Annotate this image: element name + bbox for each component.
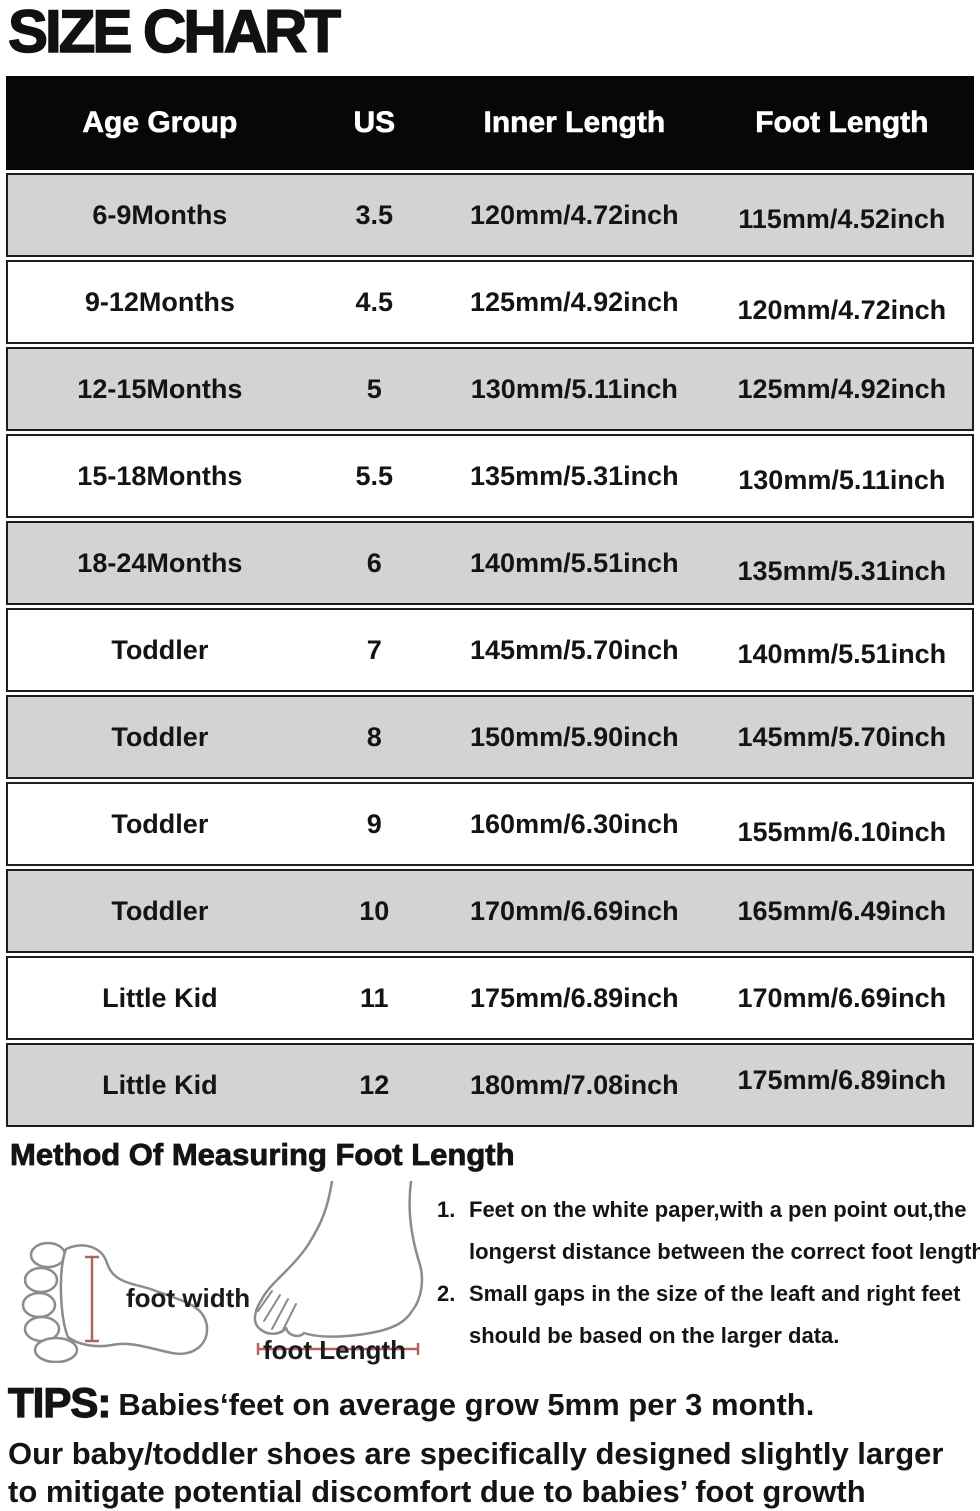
instruction-line: Feet on the white paper,with a pen point… (469, 1197, 967, 1222)
inner-length-cell: 130mm/5.11inch (470, 373, 678, 404)
age-group-cell: Little Kid (102, 1069, 218, 1100)
foot-length-cell: 165mm/6.49inch (737, 895, 947, 926)
table-row: Toddler 10 170mm/6.69inch 165mm/6.49inch (6, 869, 974, 953)
tips-text-3: to mitigate potential discomfort due to … (8, 1474, 866, 1509)
measuring-method-section: foot width foot Length 1. Feet on the whi… (0, 1175, 980, 1375)
inner-length-cell: 170mm/6.69inch (470, 895, 679, 926)
foot-length-cell: 175mm/6.89inch (737, 1064, 947, 1095)
size-chart-table: Age Group US Inner Length Foot Length 6-… (6, 76, 974, 1127)
inner-length-cell: 145mm/5.70inch (470, 634, 679, 665)
page-title: SIZE CHART (7, 0, 342, 65)
us-size-cell: 3.5 (355, 199, 394, 230)
instruction-number: 2. (437, 1281, 456, 1306)
table-row: Toddler 9 160mm/6.30inch 155mm/6.10inch (6, 782, 974, 866)
us-size-cell: 10 (359, 895, 390, 926)
instruction-line: longerst distance between the correct fo… (469, 1239, 980, 1264)
foot-length-cell: 115mm/4.52inch (738, 203, 946, 234)
us-size-cell: 5.5 (355, 460, 394, 491)
instruction-line: should be based on the larger data. (469, 1323, 840, 1348)
age-group-cell: Little Kid (102, 982, 218, 1013)
table-row: 15-18Months 5.5 135mm/5.31inch 130mm/5.11in… (6, 434, 974, 518)
age-group-cell: 18-24Months (77, 547, 243, 578)
age-group-cell: 9-12Months (84, 286, 235, 317)
foot-length-cell: 120mm/4.72inch (737, 294, 947, 325)
toe-hatching-icon (257, 1290, 297, 1333)
inner-length-cell: 160mm/6.30inch (470, 808, 679, 839)
header-inner-length: Inner Length (483, 106, 666, 140)
foot-width-arrow (85, 1255, 99, 1343)
foot-width-label: foot width (126, 1283, 251, 1313)
us-size-cell: 11 (360, 982, 389, 1013)
inner-length-cell: 180mm/7.08inch (470, 1069, 679, 1100)
tips-label: TIPS: (7, 1378, 112, 1426)
us-size-cell: 9 (366, 808, 382, 839)
us-size-cell: 4.5 (355, 286, 394, 317)
age-group-cell: Toddler (111, 721, 209, 752)
tips-text-2: Our baby/toddler shoes are specifically … (8, 1436, 944, 1471)
tips-text-1: Babies‘feet on average grow 5mm per 3 mo… (118, 1387, 815, 1422)
tips-section: TIPS: Babies‘feet on average grow 5mm per… (7, 1378, 972, 1511)
us-size-cell: 6 (366, 547, 382, 578)
table-row: Toddler 7 145mm/5.70inch 140mm/5.51inch (6, 608, 974, 692)
table-row: Little Kid 11 175mm/6.89inch 170mm/6.69inch (6, 956, 974, 1040)
foot-side-view-illustration (253, 1181, 424, 1355)
foot-length-cell: 155mm/6.10inch (737, 816, 947, 847)
table-row: 18-24Months 6 140mm/5.51inch 135mm/5.31inch (6, 521, 974, 605)
foot-length-cell: 170mm/6.69inch (737, 982, 947, 1013)
foot-length-label: foot Length (263, 1335, 406, 1365)
foot-length-cell: 125mm/4.92inch (737, 373, 947, 404)
age-group-cell: 15-18Months (77, 460, 243, 491)
instruction-item: 1. Feet on the white paper,with a pen poi… (437, 1189, 980, 1273)
table-row: Toddler 8 150mm/5.90inch 145mm/5.70inch (6, 695, 974, 779)
header-age-group: Age Group (82, 106, 238, 140)
foot-length-cell: 140mm/5.51inch (737, 638, 947, 669)
method-heading: Method Of Measuring Foot Length (10, 1137, 515, 1173)
table-row: 9-12Months 4.5 125mm/4.92inch 120mm/4.72inc… (6, 260, 974, 344)
table-row: 12-15Months 5 130mm/5.11inch 125mm/4.92inch (6, 347, 974, 431)
inner-length-cell: 120mm/4.72inch (470, 199, 679, 230)
foot-top-view-illustration (21, 1241, 209, 1363)
instruction-item: 2. Small gaps in the size of the leaft an… (437, 1273, 973, 1357)
foot-length-arrow (256, 1343, 420, 1355)
table-header-row: Age Group US Inner Length Foot Length (6, 76, 974, 170)
inner-length-cell: 125mm/4.92inch (470, 286, 679, 317)
header-us: US (353, 106, 396, 140)
age-group-cell: Toddler (111, 895, 209, 926)
inner-length-cell: 135mm/5.31inch (470, 460, 679, 491)
age-group-cell: 6-9Months (92, 199, 228, 230)
inner-length-cell: 150mm/5.90inch (470, 721, 679, 752)
us-size-cell: 12 (359, 1069, 390, 1100)
foot-sole-outline-icon (59, 1244, 209, 1356)
instruction-line: Small gaps in the size of the leaft and … (469, 1281, 961, 1306)
tips-line: TIPS: Babies‘feet on average grow 5mm per… (7, 1378, 972, 1435)
age-group-cell: Toddler (111, 808, 209, 839)
foot-length-cell: 145mm/5.70inch (737, 721, 947, 752)
toes-icon (21, 1241, 79, 1363)
age-group-cell: 12-15Months (77, 373, 243, 404)
foot-side-outline-icon (253, 1181, 424, 1338)
foot-length-cell: 135mm/5.31inch (737, 555, 947, 586)
us-size-cell: 8 (366, 721, 382, 752)
foot-length-cell: 130mm/5.11inch (738, 464, 946, 495)
measuring-instructions: 1. Feet on the white paper,with a pen poi… (437, 1189, 980, 1357)
us-size-cell: 5 (366, 373, 382, 404)
instruction-number: 1. (437, 1197, 456, 1222)
size-table-body: 6-9Months 3.5 120mm/4.72inch 115mm/4.52inch… (6, 173, 974, 1127)
table-row: Little Kid 12 180mm/7.08inch 175mm/6.89inch (6, 1043, 974, 1127)
header-foot-length: Foot Length (755, 106, 929, 140)
age-group-cell: Toddler (111, 634, 209, 665)
inner-length-cell: 175mm/6.89inch (470, 982, 679, 1013)
us-size-cell: 7 (366, 634, 382, 665)
table-row: 6-9Months 3.5 120mm/4.72inch 115mm/4.52inch (6, 173, 974, 257)
inner-length-cell: 140mm/5.51inch (470, 547, 679, 578)
